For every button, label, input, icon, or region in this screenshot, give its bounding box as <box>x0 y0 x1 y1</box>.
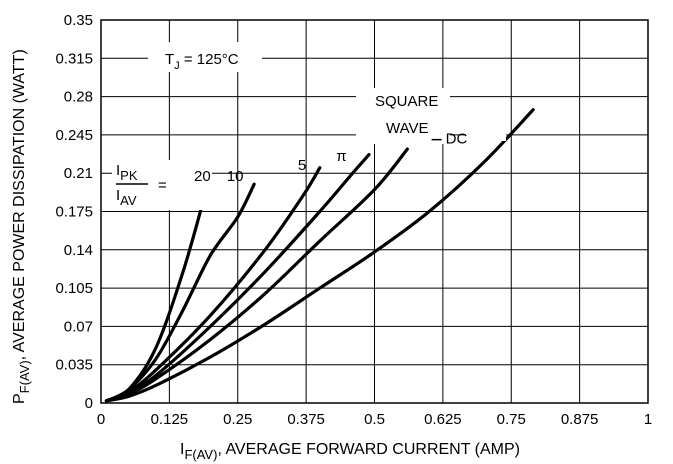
series-curves <box>104 108 535 403</box>
x-tick-label: 0.5 <box>364 411 385 428</box>
x-tick-label: 1 <box>644 411 652 428</box>
series-curve-square-wave <box>104 147 409 403</box>
plot-border <box>100 19 649 404</box>
series-label: 5 <box>298 157 306 174</box>
junction-temperature-label: TJ = 125°C <box>165 51 239 72</box>
square-wave-label-line2: WAVE <box>386 120 429 137</box>
x-tick-label: 0 <box>97 411 105 428</box>
y-tick-label: 0.35 <box>64 12 93 29</box>
x-tick-label: 0.375 <box>287 411 325 428</box>
ratio-equals-sign: = <box>158 177 167 194</box>
peak-to-average-ratio-label: IPK IAV = <box>116 162 167 208</box>
series-label: 20 <box>194 168 211 185</box>
x-tick-label: 0.125 <box>151 411 189 428</box>
series-label: 10 <box>227 168 244 185</box>
series-curve-DC <box>104 108 535 403</box>
y-tick-label: 0.07 <box>64 318 93 335</box>
y-axis-title: PF(AV), AVERAGE POWER DISSIPATION (WATT) <box>11 49 32 404</box>
y-tick-label: 0.035 <box>55 357 93 374</box>
y-tick-label: 0.28 <box>64 89 93 106</box>
dc-annotation-background <box>466 119 506 141</box>
ratio-annotation-background <box>112 160 212 210</box>
y-tick-label: 0.105 <box>55 280 93 297</box>
ratio-numerator: IPK <box>116 162 138 183</box>
y-tick-label: 0.245 <box>55 127 93 144</box>
square-wave-label-line1: SQUARE <box>375 93 438 110</box>
square-wave-annotation-background <box>356 88 450 144</box>
ratio-denominator: IAV <box>116 187 137 208</box>
tj-annotation-background <box>148 42 262 72</box>
x-tick-label: 0.75 <box>497 411 526 428</box>
series-label: π <box>336 148 346 165</box>
x-tick-label: 0.625 <box>424 411 462 428</box>
series-labels: 20 10 5 π DC <box>194 131 467 185</box>
plot-frame <box>100 19 649 404</box>
x-tick-label: 0.25 <box>223 411 252 428</box>
series-label: DC <box>446 131 468 148</box>
y-tick-label: 0.21 <box>64 165 93 182</box>
series-curve-10 <box>104 182 256 403</box>
y-tick-label: 0.315 <box>55 50 93 67</box>
y-tick-labels: 0 0.035 0.07 0.105 0.14 0.175 0.21 0.245 0.28 0.3… <box>55 12 93 412</box>
y-tick-label: 0.175 <box>55 204 93 221</box>
x-tick-label: 0.875 <box>561 411 599 428</box>
y-tick-label: 0.14 <box>64 242 93 259</box>
x-tick-labels: 0 0.125 0.25 0.375 0.5 0.625 0.75 0.875 1 <box>97 411 652 428</box>
x-axis-title: IF(AV), AVERAGE FORWARD CURRENT (AMP) <box>180 441 520 462</box>
y-tick-label: 0 <box>85 395 93 412</box>
